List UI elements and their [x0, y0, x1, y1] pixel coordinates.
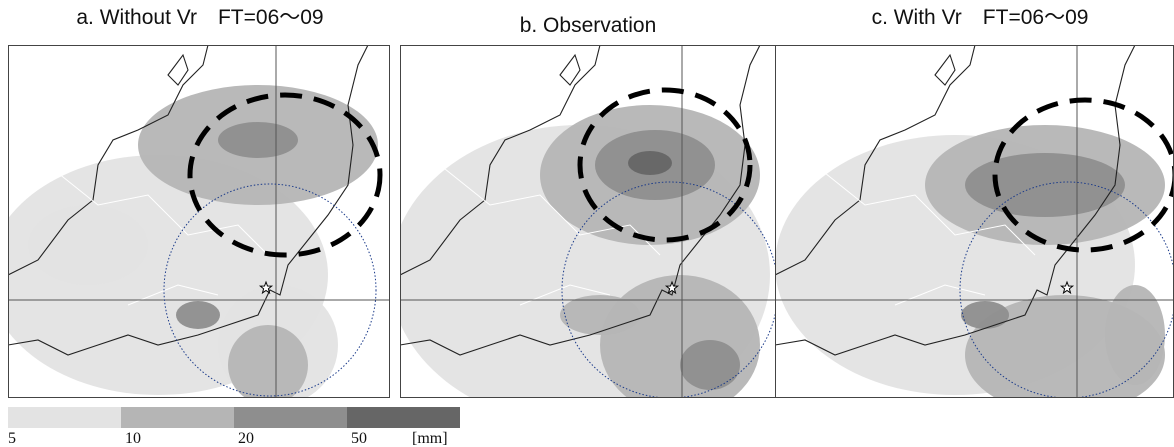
rain-area — [680, 340, 740, 390]
prefecture-border — [47, 164, 269, 306]
prefecture-border — [814, 164, 1036, 306]
colorbar-segment — [347, 407, 460, 428]
coastline — [8, 45, 369, 356]
island — [559, 53, 581, 86]
island — [934, 53, 956, 86]
panel-title: c. With Vr FT=06〜09 — [872, 6, 1089, 29]
colorbar-label: 10 — [125, 430, 141, 447]
radar-range — [163, 183, 377, 397]
colorbar-label: 50 — [351, 430, 367, 447]
map-content — [400, 45, 778, 398]
highlight-ellipse — [992, 97, 1174, 253]
map-frame — [8, 45, 390, 398]
rain-area — [965, 153, 1125, 217]
rain-area — [600, 275, 760, 398]
colorbar-segment — [8, 407, 121, 428]
highlight-ellipse — [577, 87, 753, 243]
rain-area — [176, 301, 220, 329]
colorbar: 5 10 20 50 [mm] — [8, 407, 460, 447]
map-panel — [8, 45, 390, 398]
radar-site — [258, 280, 274, 295]
colorbar-label: 5 — [8, 430, 16, 447]
rain-area — [1105, 285, 1165, 385]
colorbar-label: 20 — [238, 430, 254, 447]
rain-area — [28, 205, 148, 285]
radar-range — [561, 181, 778, 398]
radar-range — [959, 181, 1174, 398]
radar-site — [664, 280, 680, 295]
rain-area — [228, 325, 308, 398]
island — [167, 53, 189, 86]
colorbar-segment — [234, 407, 347, 428]
map-panel — [400, 45, 778, 398]
rain-area — [961, 301, 1009, 329]
colorbar-segment — [121, 407, 234, 428]
panel-title: b. Observation — [520, 14, 657, 37]
coastline — [775, 45, 1136, 356]
colorbar-unit: [mm] — [412, 430, 448, 447]
radar-site — [1059, 280, 1075, 295]
panel-title: a. Without Vr FT=06〜09 — [76, 6, 323, 29]
rain-area — [218, 122, 298, 158]
prefecture-border — [439, 164, 661, 306]
map-content — [8, 45, 390, 398]
rain-area — [560, 295, 640, 335]
map-content — [775, 45, 1174, 398]
rain-area — [628, 151, 672, 175]
map-panel — [775, 45, 1174, 398]
highlight-ellipse — [187, 92, 383, 258]
